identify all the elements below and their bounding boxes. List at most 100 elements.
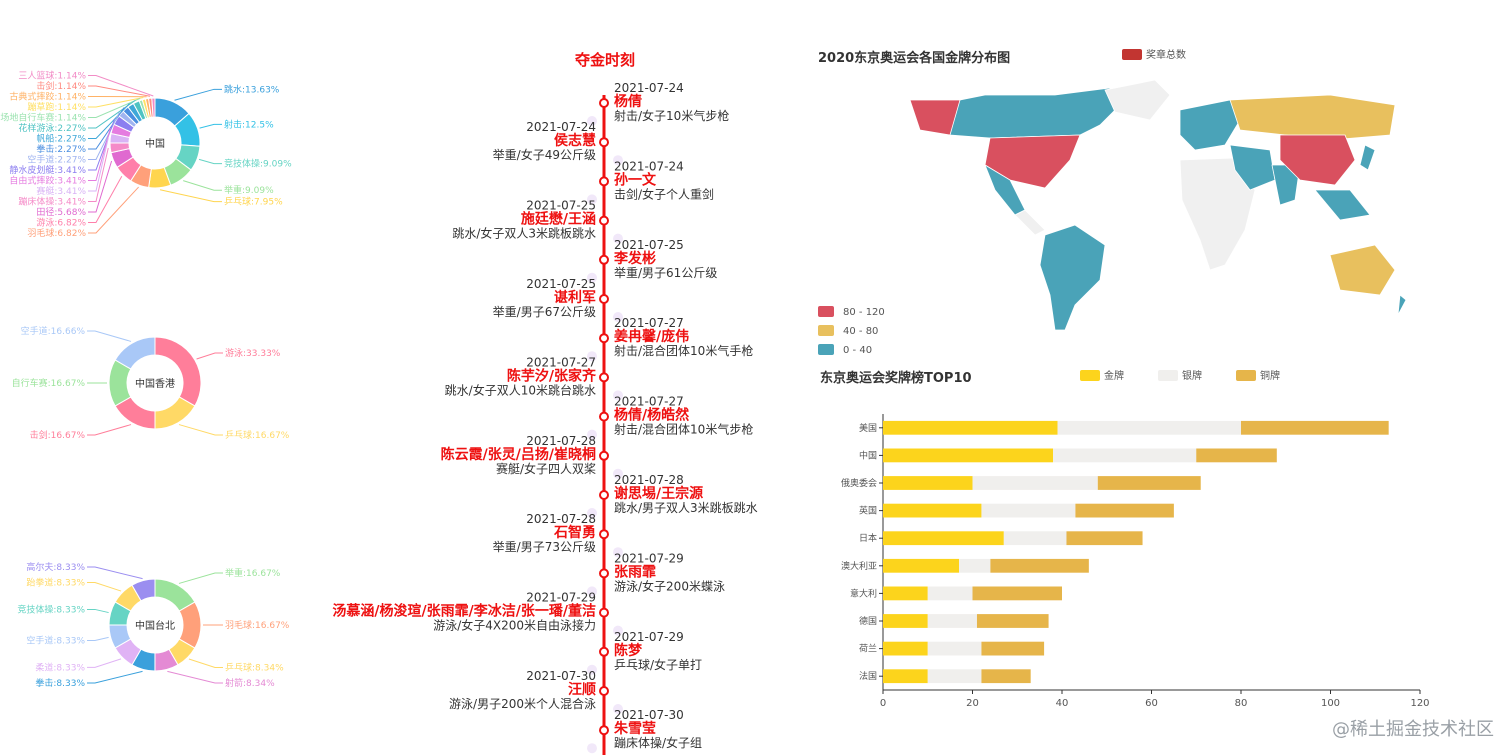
timeline-dot[interactable]: [599, 646, 609, 657]
region-central-america[interactable]: [1014, 209, 1046, 236]
bar-segment[interactable]: [883, 476, 973, 490]
bar-segment[interactable]: [883, 448, 1054, 463]
region-europe[interactable]: [1179, 99, 1241, 151]
donut-slice[interactable]: [131, 578, 156, 602]
timeline-dot[interactable]: [599, 568, 609, 579]
timeline-athlete: 汪顺: [568, 681, 596, 698]
timeline-dot[interactable]: [599, 411, 609, 422]
timeline-date: 2021-07-29: [614, 551, 684, 565]
bar-segment[interactable]: [981, 503, 1076, 518]
y-tick-label: 法国: [859, 670, 877, 682]
donut-slice[interactable]: [154, 336, 202, 407]
region-southeast-asia[interactable]: [1314, 189, 1371, 221]
region-new-zealand[interactable]: [1397, 294, 1407, 316]
bar-segment[interactable]: [927, 586, 973, 601]
timeline-athlete: 杨倩/杨皓然: [614, 407, 689, 424]
timeline-dot[interactable]: [599, 176, 609, 187]
bar-segment[interactable]: [1097, 476, 1201, 490]
bar-segment[interactable]: [1057, 420, 1241, 435]
timeline-dot[interactable]: [599, 254, 609, 265]
bar-segment[interactable]: [883, 614, 928, 628]
timeline-dot[interactable]: [599, 137, 609, 148]
donut-charts: 跳水:13.63% 射击:12.5% 竞技体操:9.09% 举重:9.09%乒乓球:7…: [0, 70, 292, 689]
timeline-dot[interactable]: [599, 333, 609, 344]
map-range-label: 40 - 80: [843, 326, 878, 337]
map-range-label: 80 - 120: [843, 307, 885, 318]
bar-segment[interactable]: [883, 586, 928, 601]
timeline-dot[interactable]: [599, 215, 609, 226]
timeline-dot[interactable]: [599, 450, 609, 461]
bar-segment[interactable]: [959, 558, 991, 573]
timeline-athlete: 杨倩: [614, 93, 642, 110]
bar-segment[interactable]: [927, 614, 977, 628]
region-china[interactable]: [1279, 134, 1356, 186]
donut-label-line: [87, 658, 122, 668]
bar-segment[interactable]: [883, 531, 1004, 546]
region-greenland[interactable]: [1104, 79, 1171, 121]
bar-segment[interactable]: [1075, 503, 1174, 518]
bar-segment[interactable]: [927, 641, 982, 656]
donut-slice[interactable]: [114, 336, 156, 370]
donut-label: 羽毛球:16.67%: [225, 619, 290, 631]
map-range-swatch[interactable]: [818, 325, 834, 336]
map-range-swatch[interactable]: [818, 344, 834, 355]
bar-segment[interactable]: [981, 641, 1045, 656]
timeline-date: 2021-07-30: [614, 708, 684, 722]
timeline-dot[interactable]: [599, 529, 609, 540]
timeline-dot[interactable]: [599, 490, 609, 500]
bar-segment[interactable]: [883, 503, 982, 518]
legend-swatch[interactable]: [1236, 370, 1256, 381]
donut-slice[interactable]: [151, 97, 156, 118]
timeline-event: 跳水/女子双人3米跳板跳水: [452, 226, 596, 241]
timeline-dot[interactable]: [599, 294, 609, 304]
bar-segment[interactable]: [990, 558, 1089, 573]
bar-segment[interactable]: [927, 669, 982, 684]
timeline-decoration: [587, 429, 597, 440]
bar-segment[interactable]: [1066, 531, 1143, 546]
map-legend-swatch[interactable]: [1122, 49, 1142, 60]
timeline-dot[interactable]: [599, 607, 609, 618]
bar-segment[interactable]: [1241, 420, 1389, 435]
donut-label-line: [88, 75, 154, 97]
region-australia[interactable]: [1329, 244, 1396, 296]
donut-label: 拳击:8.33%: [35, 677, 85, 689]
bar-segment[interactable]: [1196, 448, 1277, 463]
region-middle-east[interactable]: [1229, 144, 1276, 191]
timeline-athlete: 谌利军: [554, 289, 596, 306]
region-japan[interactable]: [1359, 144, 1376, 171]
region-alaska[interactable]: [909, 99, 961, 136]
map-title: 2020东京奥运会各国金牌分布图: [818, 50, 1010, 66]
timeline-dot[interactable]: [599, 686, 609, 696]
donut-label: 蹦草跑:1.14%: [27, 101, 86, 113]
bar-segment[interactable]: [883, 558, 960, 573]
timeline-date: 2021-07-25: [526, 277, 596, 291]
bar-segment[interactable]: [1003, 531, 1067, 546]
bar-segment[interactable]: [883, 669, 928, 684]
region-canada[interactable]: [929, 87, 1116, 139]
bar-segment[interactable]: [1053, 448, 1197, 463]
timeline-dot[interactable]: [599, 372, 609, 383]
bar-segment[interactable]: [972, 476, 1098, 490]
donut-center-label: 中国: [145, 137, 165, 150]
y-tick-label: 日本: [859, 532, 877, 544]
bar-segment[interactable]: [883, 641, 928, 656]
timeline-dot[interactable]: [599, 98, 609, 108]
donut-center-label: 中国香港: [135, 377, 175, 390]
timeline-dot[interactable]: [599, 725, 609, 736]
bar-segment[interactable]: [976, 614, 1049, 628]
map-range-swatch[interactable]: [818, 306, 834, 317]
region-south-america[interactable]: [1039, 224, 1106, 331]
timeline-athlete: 石智勇: [553, 524, 596, 541]
bar-segment[interactable]: [981, 669, 1031, 684]
timeline-date: 2021-07-24: [526, 120, 596, 134]
donut-label-line: [87, 636, 109, 641]
bar-segment[interactable]: [972, 586, 1063, 601]
region-russia[interactable]: [1229, 94, 1396, 141]
legend-swatch[interactable]: [1158, 370, 1178, 381]
timeline-athlete: 汤慕涵/杨浚瑄/张雨霏/李冰洁/张一璠/董洁: [332, 603, 596, 620]
donut-label-line: [88, 160, 113, 213]
legend-swatch[interactable]: [1080, 370, 1100, 381]
timeline-decoration: [613, 704, 623, 714]
bar-segment[interactable]: [883, 420, 1058, 435]
donut-label-line: [88, 128, 111, 181]
